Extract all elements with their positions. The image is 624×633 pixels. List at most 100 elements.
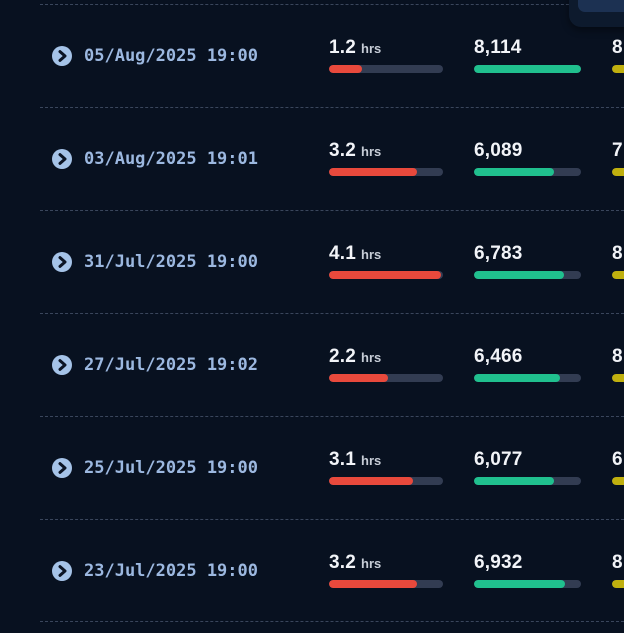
extra-value: 8 — [612, 346, 623, 367]
count-value: 8,114 — [474, 37, 522, 58]
popup-button-corner[interactable] — [578, 0, 624, 12]
duration-bar-track — [329, 65, 443, 73]
count-value: 6,932 — [474, 552, 523, 573]
extra-bar-fill — [612, 65, 624, 73]
duration-unit: hrs — [361, 247, 382, 262]
timestamp-label: 05/Aug/2025 19:00 — [84, 45, 258, 66]
extra-bar-track — [612, 271, 624, 279]
table-row: 27/Jul/2025 19:02 2.2 hrs 6,466 8 — [0, 313, 624, 416]
extra-value: 6 — [612, 449, 623, 470]
extra-metric: 8 — [612, 552, 624, 588]
timestamp-label: 27/Jul/2025 19:02 — [84, 354, 258, 375]
duration-metric: 4.1 hrs — [329, 243, 443, 279]
count-metric: 6,466 — [474, 346, 581, 382]
extra-metric: 7 — [612, 140, 624, 176]
count-metric: 6,783 — [474, 243, 581, 279]
duration-bar-track — [329, 580, 443, 588]
extra-metric: 6 — [612, 449, 624, 485]
duration-bar-fill — [329, 168, 417, 176]
count-bar-fill — [474, 580, 565, 588]
count-bar-track — [474, 477, 581, 485]
count-bar-fill — [474, 374, 560, 382]
duration-metric: 3.2 hrs — [329, 140, 443, 176]
extra-bar-fill — [612, 477, 624, 485]
count-bar-track — [474, 580, 581, 588]
extra-metric: 8 — [612, 37, 624, 73]
duration-unit: hrs — [361, 453, 382, 468]
duration-metric: 3.2 hrs — [329, 552, 443, 588]
duration-bar-fill — [329, 65, 363, 73]
extra-value: 7 — [612, 140, 623, 161]
extra-bar-track — [612, 580, 624, 588]
count-metric: 8,114 — [474, 37, 581, 73]
count-bar-track — [474, 374, 581, 382]
duration-metric: 2.2 hrs — [329, 346, 443, 382]
timestamp-label: 25/Jul/2025 19:00 — [84, 457, 258, 478]
table-row: 25/Jul/2025 19:00 3.1 hrs 6,077 6 — [0, 416, 624, 519]
duration-value: 3.1 — [329, 449, 357, 470]
count-bar-fill — [474, 65, 581, 73]
duration-bar-track — [329, 477, 443, 485]
expand-row-button[interactable] — [52, 354, 72, 375]
duration-value: 2.2 — [329, 346, 357, 367]
chevron-right-icon — [52, 457, 72, 478]
extra-value: 8 — [612, 552, 623, 573]
duration-bar-track — [329, 271, 443, 279]
count-bar-track — [474, 65, 581, 73]
extra-metric: 8 — [612, 346, 624, 382]
extra-bar-track — [612, 374, 624, 382]
duration-bar-fill — [329, 580, 417, 588]
duration-unit: hrs — [361, 350, 382, 365]
timestamp-label: 23/Jul/2025 19:00 — [84, 560, 258, 581]
expand-row-button[interactable] — [52, 251, 72, 272]
duration-value: 3.2 — [329, 140, 357, 161]
chevron-right-icon — [52, 45, 72, 66]
table-row: 23/Jul/2025 19:00 3.2 hrs 6,932 8 — [0, 519, 624, 622]
duration-bar-track — [329, 168, 443, 176]
expand-row-button[interactable] — [52, 560, 72, 581]
chevron-right-icon — [52, 560, 72, 581]
expand-row-button[interactable] — [52, 45, 72, 66]
duration-value: 4.1 — [329, 243, 357, 264]
extra-bar-track — [612, 477, 624, 485]
duration-unit: hrs — [361, 556, 382, 571]
timestamp-label: 31/Jul/2025 19:00 — [84, 251, 258, 272]
chevron-right-icon — [52, 251, 72, 272]
duration-value: 1.2 — [329, 37, 357, 58]
count-bar-fill — [474, 168, 555, 176]
expand-row-button[interactable] — [52, 457, 72, 478]
count-value: 6,466 — [474, 346, 523, 367]
count-bar-fill — [474, 271, 564, 279]
duration-bar-fill — [329, 271, 441, 279]
extra-bar-fill — [612, 168, 624, 176]
duration-value: 3.2 — [329, 552, 357, 573]
table-row: 31/Jul/2025 19:00 4.1 hrs 6,783 8 — [0, 210, 624, 313]
count-bar-track — [474, 271, 581, 279]
extra-bar-fill — [612, 271, 624, 279]
count-metric: 6,932 — [474, 552, 581, 588]
extra-value: 8 — [612, 243, 623, 264]
extra-bar-fill — [612, 580, 624, 588]
extra-bar-fill — [612, 374, 624, 382]
count-metric: 6,089 — [474, 140, 581, 176]
expand-row-button[interactable] — [52, 148, 72, 169]
extra-value: 8 — [612, 37, 623, 58]
duration-unit: hrs — [361, 144, 382, 159]
timestamp-label: 03/Aug/2025 19:01 — [84, 148, 258, 169]
chevron-right-icon — [52, 354, 72, 375]
count-value: 6,089 — [474, 140, 523, 161]
count-bar-track — [474, 168, 581, 176]
duration-metric: 1.2 hrs — [329, 37, 443, 73]
extra-metric: 8 — [612, 243, 624, 279]
duration-bar-fill — [329, 374, 389, 382]
duration-metric: 3.1 hrs — [329, 449, 443, 485]
count-value: 6,783 — [474, 243, 523, 264]
table-row: 03/Aug/2025 19:01 3.2 hrs 6,089 7 — [0, 107, 624, 210]
extra-bar-track — [612, 168, 624, 176]
table-body: 05/Aug/2025 19:00 1.2 hrs 8,114 8 03/Aug/… — [0, 4, 624, 622]
duration-bar-fill — [329, 477, 414, 485]
duration-bar-track — [329, 374, 443, 382]
duration-unit: hrs — [361, 41, 382, 56]
chevron-right-icon — [52, 148, 72, 169]
